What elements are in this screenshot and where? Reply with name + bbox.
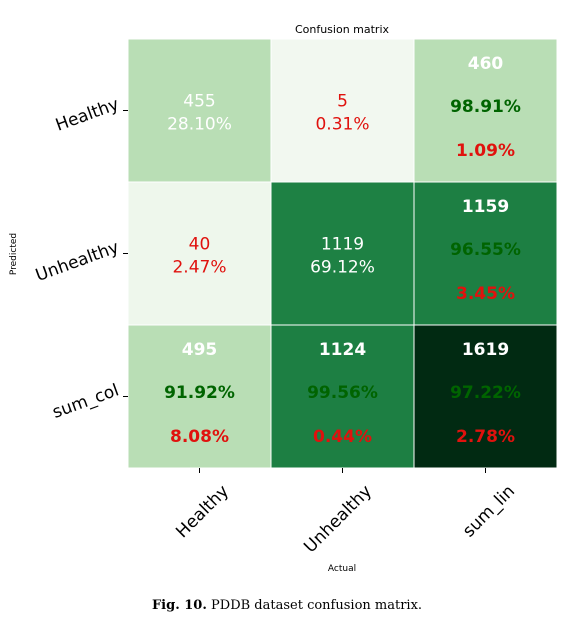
cell-label-r2-c2-1: 97.22% [450,383,521,403]
x-tick-label: sum_lin [459,481,519,541]
heatmap-cell-r1-c1 [270,181,415,326]
cell-label-r0-c0-1: 28.10% [167,115,232,135]
heatmap-cell-r1-c2 [413,181,558,326]
cell-label-r0-c2-0: 460 [468,54,504,74]
y-tick-label: Unhealthy [33,237,122,286]
caption-text: PDDB dataset confusion matrix. [211,598,423,613]
cell-label-r1-c0-0: 40 [189,235,211,255]
cell-label-r1-c1-1: 69.12% [310,258,375,278]
cell-label-r1-c2-2: 3.45% [456,284,515,304]
cell-label-r2-c1-2: 0.44% [313,427,372,447]
cell-label-r2-c1-1: 99.56% [307,383,378,403]
heatmap-cell-r2-c1 [270,324,415,469]
x-tick-label: Healthy [172,481,233,542]
heatmap-cell-r0-c2 [413,38,558,183]
axis-ticks [123,110,486,473]
cell-label-r2-c2-2: 2.78% [456,427,515,447]
cell-label-r1-c2-0: 1159 [462,197,509,217]
cell-label-r2-c0-2: 8.08% [170,427,229,447]
confusion-matrix-figure: Confusion matrix 455 28.10% 5 0.31% 460 98.91… [9,23,558,574]
cell-label-r0-c1-1: 0.31% [315,115,369,135]
heatmap-cells [127,38,558,469]
cell-label-r0-c2-2: 1.09% [456,141,515,161]
y-tick-labels: Healthy Unhealthy sum_col [33,94,122,422]
x-tick-label: Unhealthy [300,481,376,557]
cell-labels: 455 28.10% 5 0.31% 460 98.91% 1.09% 40 2.47% 1119… [164,54,521,447]
cell-label-r2-c2-0: 1619 [462,340,509,360]
cell-label-r2-c0-0: 495 [182,340,218,360]
heatmap-cell-r0-c0 [127,38,272,183]
cell-label-r1-c2-1: 96.55% [450,240,521,260]
y-axis-label: Predicted [9,233,19,275]
chart-title: Confusion matrix [295,23,390,36]
y-tick-label: Healthy [53,94,122,135]
heatmap-cell-r1-c0 [127,181,272,326]
cell-label-r0-c1-0: 5 [337,92,348,112]
y-tick-label: sum_col [50,380,122,422]
cell-label-r0-c0-0: 455 [183,92,215,112]
cell-label-r2-c1-0: 1124 [319,340,366,360]
caption-label: Fig. 10. [151,598,207,613]
x-axis-label: Actual [328,564,356,574]
cell-label-r1-c0-1: 2.47% [172,258,226,278]
cell-label-r2-c0-1: 91.92% [164,383,235,403]
heatmap-cell-r0-c1 [270,38,415,183]
x-tick-labels: Healthy Unhealthy sum_lin [172,481,519,557]
cell-label-r1-c1-0: 1119 [321,235,364,255]
cell-label-r0-c2-1: 98.91% [450,97,521,117]
figure-caption: Fig. 10. PDDB dataset confusion matrix. [0,598,574,613]
